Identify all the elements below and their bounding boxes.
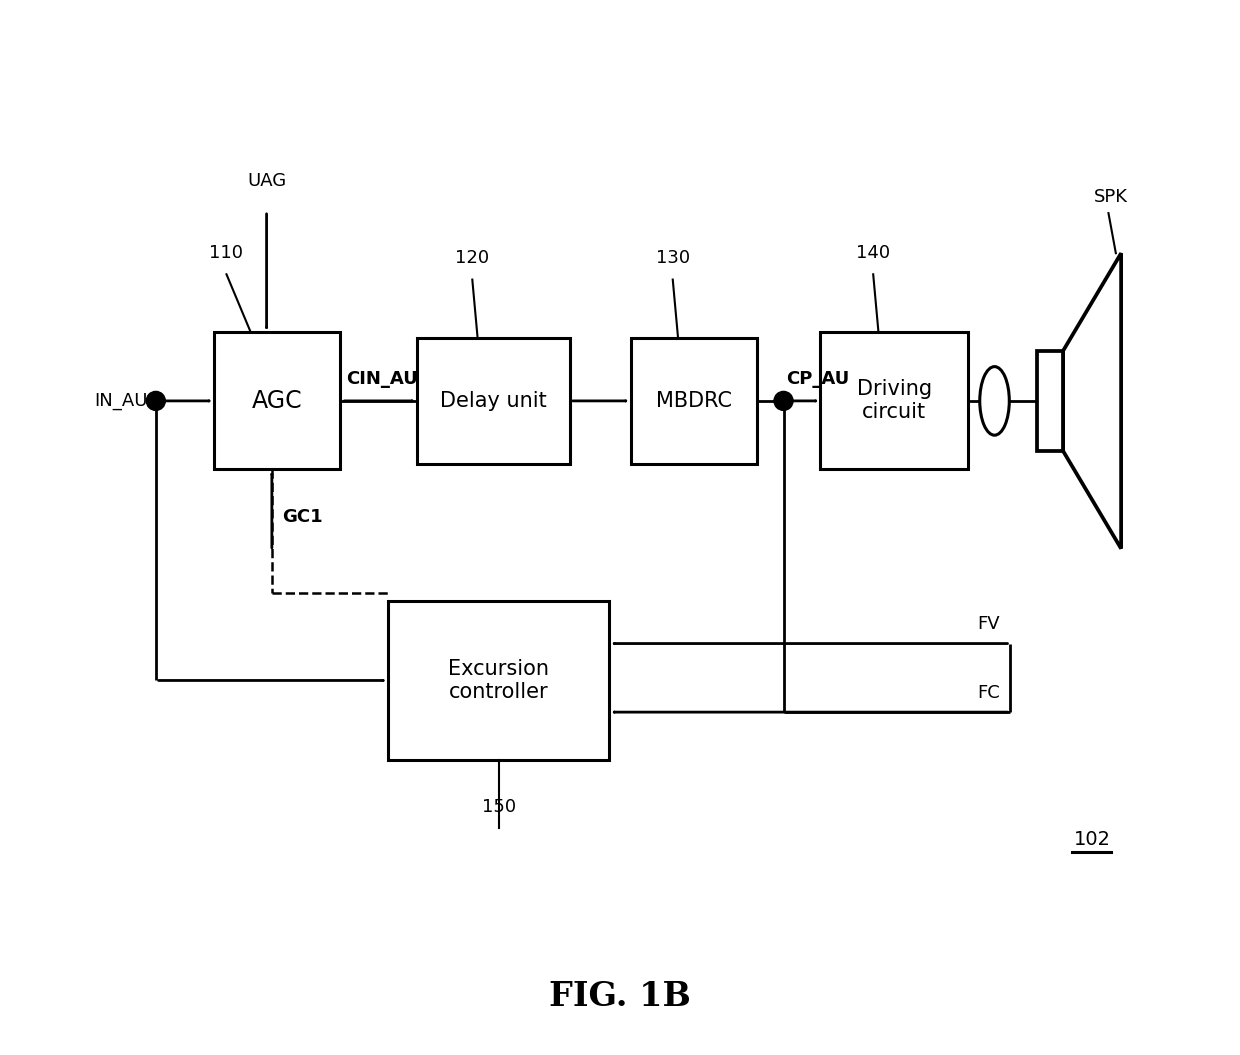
Text: SPK: SPK [1094, 188, 1127, 206]
Text: FV: FV [977, 615, 999, 633]
Polygon shape [1063, 253, 1121, 549]
Circle shape [774, 391, 794, 410]
Text: Delay unit: Delay unit [440, 391, 547, 410]
Text: Excursion
controller: Excursion controller [448, 659, 549, 702]
Text: FIG. 1B: FIG. 1B [549, 980, 691, 1014]
Text: Driving
circuit: Driving circuit [857, 380, 932, 422]
Text: 102: 102 [1074, 830, 1111, 849]
Ellipse shape [980, 366, 1009, 435]
Text: 140: 140 [856, 244, 890, 262]
FancyBboxPatch shape [388, 601, 609, 760]
Text: 120: 120 [455, 249, 490, 267]
Text: 110: 110 [210, 244, 243, 262]
Text: AGC: AGC [252, 389, 303, 413]
Text: IN_AU: IN_AU [94, 391, 148, 410]
Text: 150: 150 [481, 798, 516, 816]
Text: FC: FC [977, 684, 999, 702]
Text: UAG: UAG [247, 172, 286, 190]
Text: MBDRC: MBDRC [656, 391, 732, 410]
Text: CP_AU: CP_AU [786, 370, 849, 388]
FancyBboxPatch shape [213, 332, 341, 469]
Text: 130: 130 [656, 249, 689, 267]
Circle shape [146, 391, 165, 410]
Text: CIN_AU: CIN_AU [346, 370, 418, 388]
FancyBboxPatch shape [1037, 350, 1063, 452]
FancyBboxPatch shape [821, 332, 968, 469]
Text: GC1: GC1 [283, 507, 324, 526]
FancyBboxPatch shape [631, 338, 758, 464]
FancyBboxPatch shape [417, 338, 570, 464]
